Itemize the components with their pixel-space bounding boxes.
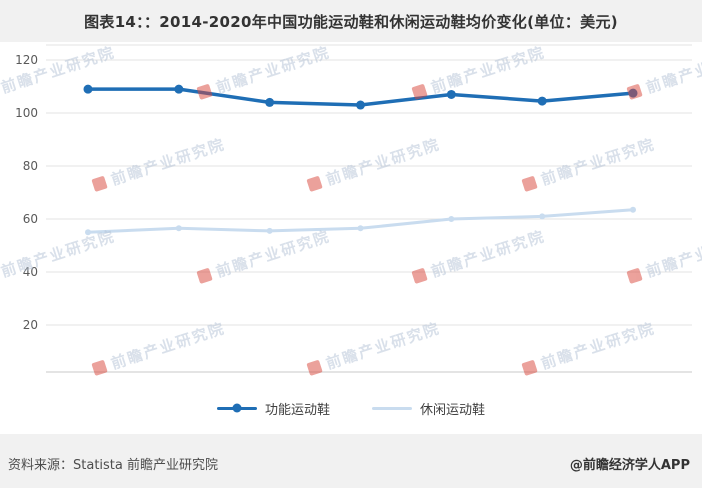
- legend-line-functional-icon: [216, 403, 257, 413]
- credit-text: @前瞻经济学人APP: [569, 458, 690, 473]
- svg-text:20: 20: [23, 318, 38, 332]
- legend-item-casual: 休闲运动鞋: [372, 399, 485, 418]
- svg-text:60: 60: [23, 212, 38, 226]
- svg-text:80: 80: [23, 159, 38, 173]
- svg-text:100: 100: [15, 106, 38, 120]
- legend-label-functional: 功能运动鞋: [264, 402, 330, 418]
- svg-text:40: 40: [23, 265, 38, 279]
- source-text: 资料来源：Statista 前瞻产业研究院: [8, 458, 218, 473]
- footer: 资料来源：Statista 前瞻产业研究院 @前瞻经济学人APP: [0, 434, 702, 488]
- chart-legend: 功能运动鞋 休闲运动鞋: [0, 387, 702, 429]
- legend-dot-icon: [232, 403, 242, 413]
- plot-area: 20 40 60 80 100 120 前瞻产业研究院 前瞻产业研究院 前瞻产业研究院 前瞻产业…: [0, 42, 702, 387]
- legend-line-casual-icon: [372, 406, 412, 410]
- chart-panel: 20 40 60 80 100 120 前瞻产业研究院 前瞻产业研究院 前瞻产业研究院 前瞻产业…: [0, 42, 702, 434]
- legend-item-functional: 功能运动鞋: [216, 399, 330, 418]
- chart-svg: 20 40 60 80 100 120: [15, 44, 692, 373]
- legend-label-casual: 休闲运动鞋: [420, 402, 486, 418]
- chart-title: 图表14：：2014-2020年中国功能运动鞋和休闲运动鞋均价变化(单位：美元): [84, 12, 618, 31]
- svg-text:120: 120: [15, 53, 38, 67]
